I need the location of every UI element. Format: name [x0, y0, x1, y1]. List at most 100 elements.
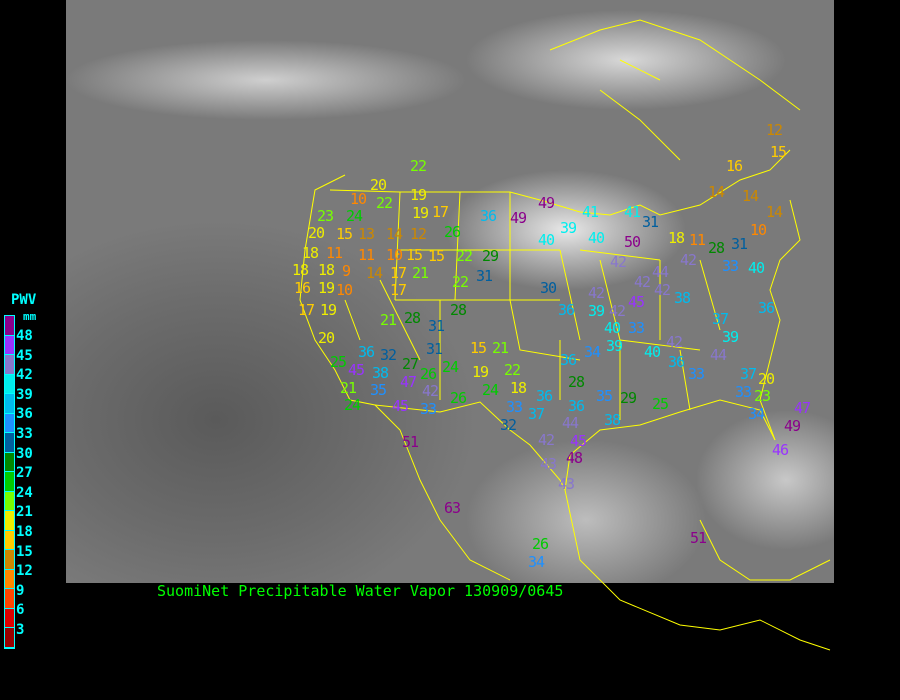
east-coast — [759, 199, 801, 441]
station-pwv-value: 35 — [596, 387, 613, 405]
station-pwv-value: 15 — [406, 246, 423, 264]
station-pwv-value: 24 — [344, 396, 361, 414]
station-pwv-value: 43 — [558, 475, 575, 493]
station-pwv-value: 28 — [708, 239, 725, 257]
station-pwv-value: 27 — [402, 355, 419, 373]
mexico-coast — [564, 489, 831, 651]
us-canada-border — [329, 149, 791, 216]
station-pwv-value: 33 — [688, 365, 705, 383]
station-pwv-value: 12 — [410, 225, 427, 243]
station-pwv-value: 42 — [654, 281, 671, 299]
legend-swatch — [5, 550, 14, 570]
station-pwv-value: 38 — [604, 411, 621, 429]
station-pwv-value: 51 — [402, 433, 419, 451]
station-pwv-value: 42 — [609, 302, 626, 320]
legend-label: 24 — [16, 484, 33, 501]
station-pwv-value: 21 — [492, 339, 509, 357]
station-pwv-value: 36 — [358, 343, 375, 361]
legend-label: 33 — [16, 426, 33, 442]
legend-swatch — [5, 394, 14, 414]
station-pwv-value: 48 — [566, 449, 583, 467]
station-pwv-value: 39 — [606, 337, 623, 355]
station-pwv-value: 16 — [726, 157, 743, 175]
station-pwv-value: 40 — [604, 319, 621, 337]
station-pwv-value: 19 — [318, 279, 335, 297]
station-pwv-value: 26 — [450, 389, 467, 407]
station-pwv-value: 42 — [634, 273, 651, 291]
legend-label: 3 — [16, 622, 25, 638]
station-pwv-value: 10 — [336, 281, 353, 299]
station-pwv-value: 19 — [412, 204, 429, 222]
station-pwv-value: 41 — [582, 203, 599, 221]
station-pwv-value: 49 — [538, 194, 555, 212]
station-pwv-value: 45 — [628, 293, 645, 311]
station-pwv-value: 22 — [504, 361, 521, 379]
station-pwv-value: 49 — [510, 209, 527, 227]
station-pwv-value: 24 — [346, 207, 363, 225]
station-pwv-value: 29 — [482, 247, 499, 265]
station-pwv-value: 11 — [689, 231, 706, 249]
legend-swatch — [5, 433, 14, 453]
station-pwv-value: 45 — [348, 361, 365, 379]
station-pwv-value: 16 — [294, 279, 311, 297]
station-pwv-value: 15 — [770, 143, 787, 161]
legend-label: 21 — [16, 504, 33, 521]
station-pwv-value: 15 — [470, 339, 487, 357]
station-pwv-value: 42 — [680, 251, 697, 269]
west-coast — [299, 174, 511, 581]
station-pwv-value: 18 — [292, 261, 309, 279]
legend-swatch — [5, 335, 14, 355]
legend-label: 42 — [16, 367, 33, 384]
station-pwv-value: 13 — [358, 225, 375, 243]
station-pwv-value: 38 — [674, 289, 691, 307]
station-pwv-value: 14 — [742, 187, 759, 205]
station-pwv-value: 36 — [758, 299, 775, 317]
legend-label: 30 — [16, 445, 33, 462]
station-pwv-value: 36 — [568, 397, 585, 415]
canada-lakes — [549, 19, 801, 161]
station-pwv-value: 39 — [560, 219, 577, 237]
station-pwv-value: 40 — [644, 343, 661, 361]
legend-swatch — [5, 589, 14, 609]
station-pwv-value: 40 — [588, 229, 605, 247]
legend-swatch — [5, 628, 14, 648]
station-pwv-value: 32 — [500, 416, 517, 434]
legend-label: 45 — [16, 347, 33, 364]
station-pwv-value: 10 — [386, 246, 403, 264]
station-pwv-value: 36 — [558, 301, 575, 319]
gulf-coast — [564, 399, 776, 491]
station-pwv-value: 45 — [392, 397, 409, 415]
station-pwv-value: 19 — [410, 186, 427, 204]
station-pwv-value: 20 — [318, 329, 335, 347]
legend-swatch — [5, 413, 14, 433]
station-pwv-value: 10 — [750, 221, 767, 239]
station-pwv-value: 44 — [710, 346, 727, 364]
station-pwv-value: 18 — [510, 379, 527, 397]
station-pwv-value: 28 — [568, 373, 585, 391]
legend-swatch — [5, 452, 14, 472]
station-pwv-value: 42 — [666, 333, 683, 351]
legend-color-bar — [4, 315, 15, 649]
station-pwv-value: 39 — [588, 302, 605, 320]
station-pwv-value: 36 — [536, 387, 553, 405]
station-pwv-value: 31 — [426, 340, 443, 358]
station-pwv-value: 37 — [712, 310, 729, 328]
station-pwv-value: 51 — [690, 529, 707, 547]
station-pwv-value: 17 — [432, 203, 449, 221]
legend-swatch — [5, 530, 14, 550]
us-mexico-border — [374, 401, 566, 491]
legend-label: 9 — [16, 582, 25, 599]
station-pwv-value: 45 — [570, 432, 587, 450]
station-pwv-value: 31 — [428, 317, 445, 335]
station-pwv-value: 46 — [772, 441, 789, 459]
station-pwv-value: 26 — [532, 535, 549, 553]
station-pwv-value: 42 — [538, 431, 555, 449]
station-pwv-value: 40 — [748, 259, 765, 277]
legend-label: 27 — [16, 465, 33, 482]
station-pwv-value: 38 — [372, 364, 389, 382]
legend-label: 39 — [16, 386, 33, 403]
station-pwv-value: 30 — [540, 279, 557, 297]
station-pwv-value: 42 — [422, 382, 439, 400]
station-pwv-value: 23 — [754, 387, 771, 405]
